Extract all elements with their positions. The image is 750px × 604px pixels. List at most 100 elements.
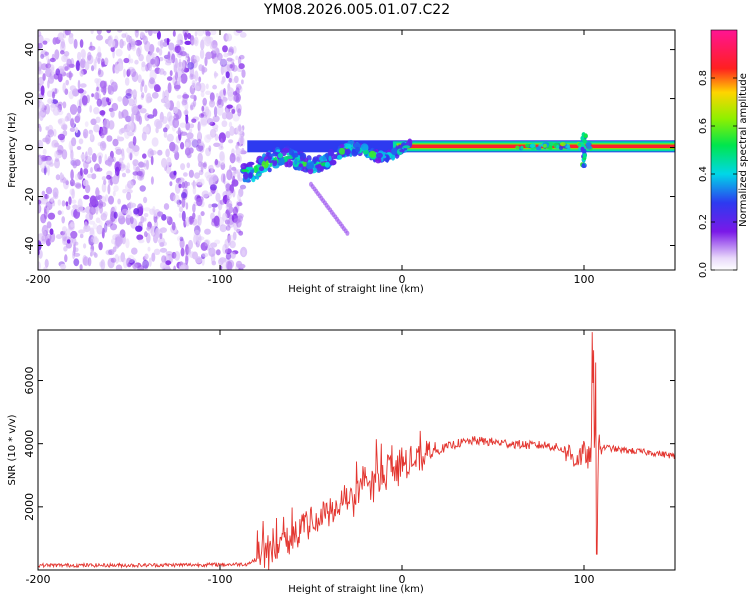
noise-blob: [78, 229, 86, 234]
noise-blob: [79, 233, 84, 239]
noise-blob: [153, 248, 161, 255]
noise-blob: [100, 126, 108, 136]
noise-blob: [96, 86, 99, 92]
noise-blob: [173, 194, 180, 204]
noise-blob: [78, 138, 84, 145]
transition-blob: [284, 160, 289, 168]
noise-blob: [187, 247, 191, 255]
noise-blob: [197, 214, 202, 226]
noise-blob: [179, 236, 184, 242]
noise-blob: [104, 57, 109, 66]
noise-blob: [64, 30, 71, 36]
noise-blob: [98, 68, 101, 75]
noise-blob: [108, 97, 113, 103]
noise-blob: [64, 66, 69, 71]
noise-blob: [224, 219, 231, 225]
noise-blob: [93, 60, 97, 71]
noise-blob: [234, 153, 242, 163]
noise-blob: [142, 153, 147, 159]
noise-blob: [179, 264, 186, 270]
noise-blob: [111, 238, 117, 245]
transition-blob: [391, 147, 398, 156]
noise-blob: [216, 52, 223, 61]
transition-blob: [269, 153, 276, 157]
noise-blob: [136, 47, 141, 57]
noise-blob: [213, 56, 219, 62]
noise-blob: [204, 239, 209, 247]
noise-blob: [73, 244, 76, 255]
noise-blob: [194, 70, 199, 82]
noise-blob: [80, 167, 83, 177]
noise-blob: [61, 200, 66, 207]
noise-blob: [214, 133, 219, 141]
transition-blob: [375, 157, 382, 164]
noise-blob: [104, 194, 109, 202]
noise-blob: [77, 99, 81, 108]
noise-blob: [223, 88, 226, 96]
noise-blob: [121, 109, 129, 119]
noise-blob: [225, 183, 231, 189]
noise-blob: [68, 90, 74, 100]
noise-blob: [144, 253, 149, 260]
noise-blob: [179, 238, 185, 249]
noise-blob: [173, 170, 177, 176]
noise-blob: [147, 114, 155, 119]
noise-blob: [124, 128, 131, 140]
transition-blob: [385, 155, 389, 163]
noise-blob: [199, 82, 206, 93]
noise-blob: [195, 233, 202, 245]
y-tick-label: -20: [23, 188, 36, 206]
noise-blob: [52, 200, 56, 207]
noise-blob: [201, 67, 208, 73]
transition-blob: [267, 167, 272, 173]
noise-blob: [229, 153, 236, 164]
noise-blob: [127, 254, 135, 264]
noise-blob: [86, 173, 93, 179]
noise-blob: [100, 58, 105, 68]
noise-blob: [224, 181, 230, 188]
noise-blob: [176, 39, 181, 45]
noise-blob: [77, 105, 82, 114]
snr-plot: [38, 332, 675, 570]
noise-blob: [147, 148, 154, 159]
noise-blob: [118, 157, 124, 165]
noise-blob: [38, 34, 44, 45]
noise-blob: [130, 68, 137, 78]
noise-blob: [213, 142, 221, 147]
noise-blob: [91, 93, 94, 98]
noise-blob: [132, 136, 137, 146]
noise-blob: [114, 65, 120, 74]
noise-blob: [137, 265, 144, 270]
noise-blob: [155, 120, 163, 129]
noise-blob: [89, 105, 93, 113]
noise-blob: [90, 118, 97, 126]
transition-blob: [355, 146, 361, 153]
noise-blob: [38, 123, 41, 128]
noise-blob: [45, 186, 53, 195]
tone-band-core: [398, 144, 675, 149]
x-tick-label: 100: [574, 573, 595, 586]
transition-blob: [339, 144, 345, 148]
transition-blob: [302, 160, 307, 167]
noise-blob: [227, 233, 231, 243]
noise-blob: [64, 88, 69, 95]
noise-blob: [221, 120, 228, 128]
noise-blob: [98, 155, 102, 165]
transition-blob: [265, 160, 269, 167]
transition-blob: [328, 155, 332, 162]
noise-blob: [219, 257, 227, 263]
noise-blob: [40, 213, 47, 224]
noise-blob: [192, 212, 196, 220]
noise-blob: [159, 227, 167, 233]
noise-blob: [146, 54, 151, 63]
noise-blob: [228, 77, 233, 83]
tone-speck: [543, 143, 547, 148]
noise-blob: [171, 221, 176, 231]
noise-blob: [145, 64, 149, 72]
noise-blob: [107, 184, 111, 195]
noise-blob: [209, 128, 217, 138]
noise-blob: [106, 174, 112, 180]
noise-blob: [132, 144, 140, 153]
noise-blob: [68, 196, 72, 206]
noise-blob: [133, 208, 140, 215]
